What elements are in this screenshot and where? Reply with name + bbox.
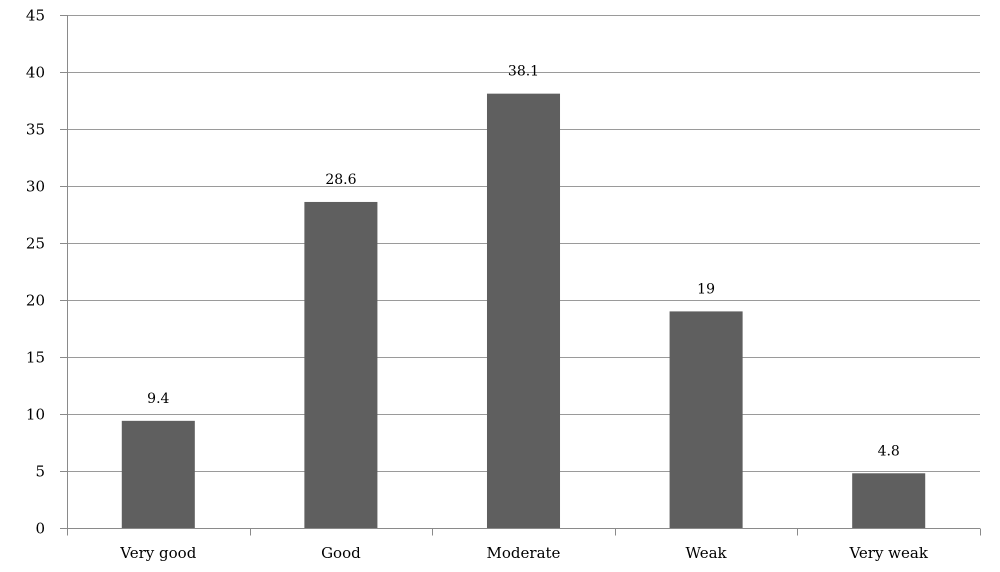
y-tick-label: 5 — [35, 463, 45, 481]
y-tick-label: 30 — [26, 178, 45, 196]
axes — [60, 15, 981, 536]
bar-very-good — [121, 420, 195, 528]
x-tick-label: Very good — [119, 544, 196, 562]
x-tick-label: Weak — [686, 544, 728, 562]
bar-moderate — [486, 93, 561, 528]
y-tick-label: 20 — [26, 292, 45, 310]
data-label: 38.1 — [508, 64, 539, 80]
x-tick-label: Good — [321, 544, 361, 562]
bar-weak — [669, 311, 743, 528]
y-tick-label: 40 — [26, 64, 45, 82]
y-tick-label: 15 — [26, 349, 45, 367]
x-tick-label: Moderate — [487, 544, 561, 562]
y-tick-label: 0 — [35, 520, 45, 538]
y-tick-label: 35 — [26, 121, 45, 139]
data-label: 4.8 — [878, 443, 900, 459]
data-label: 19 — [697, 281, 715, 297]
y-tick-label: 25 — [26, 235, 45, 253]
y-tick-label: 10 — [26, 406, 45, 424]
data-label: 9.4 — [147, 391, 169, 407]
data-label: 28.6 — [325, 172, 356, 188]
bars — [121, 93, 926, 528]
labels: 0 5 10 15 20 25 30 35 40 45 9.4 Very good 28.6 Good 38… — [26, 7, 929, 563]
bar-good — [304, 201, 378, 528]
y-tick-label: 45 — [26, 7, 45, 25]
bar-very-weak — [852, 473, 926, 528]
x-tick-label: Very weak — [848, 544, 928, 562]
